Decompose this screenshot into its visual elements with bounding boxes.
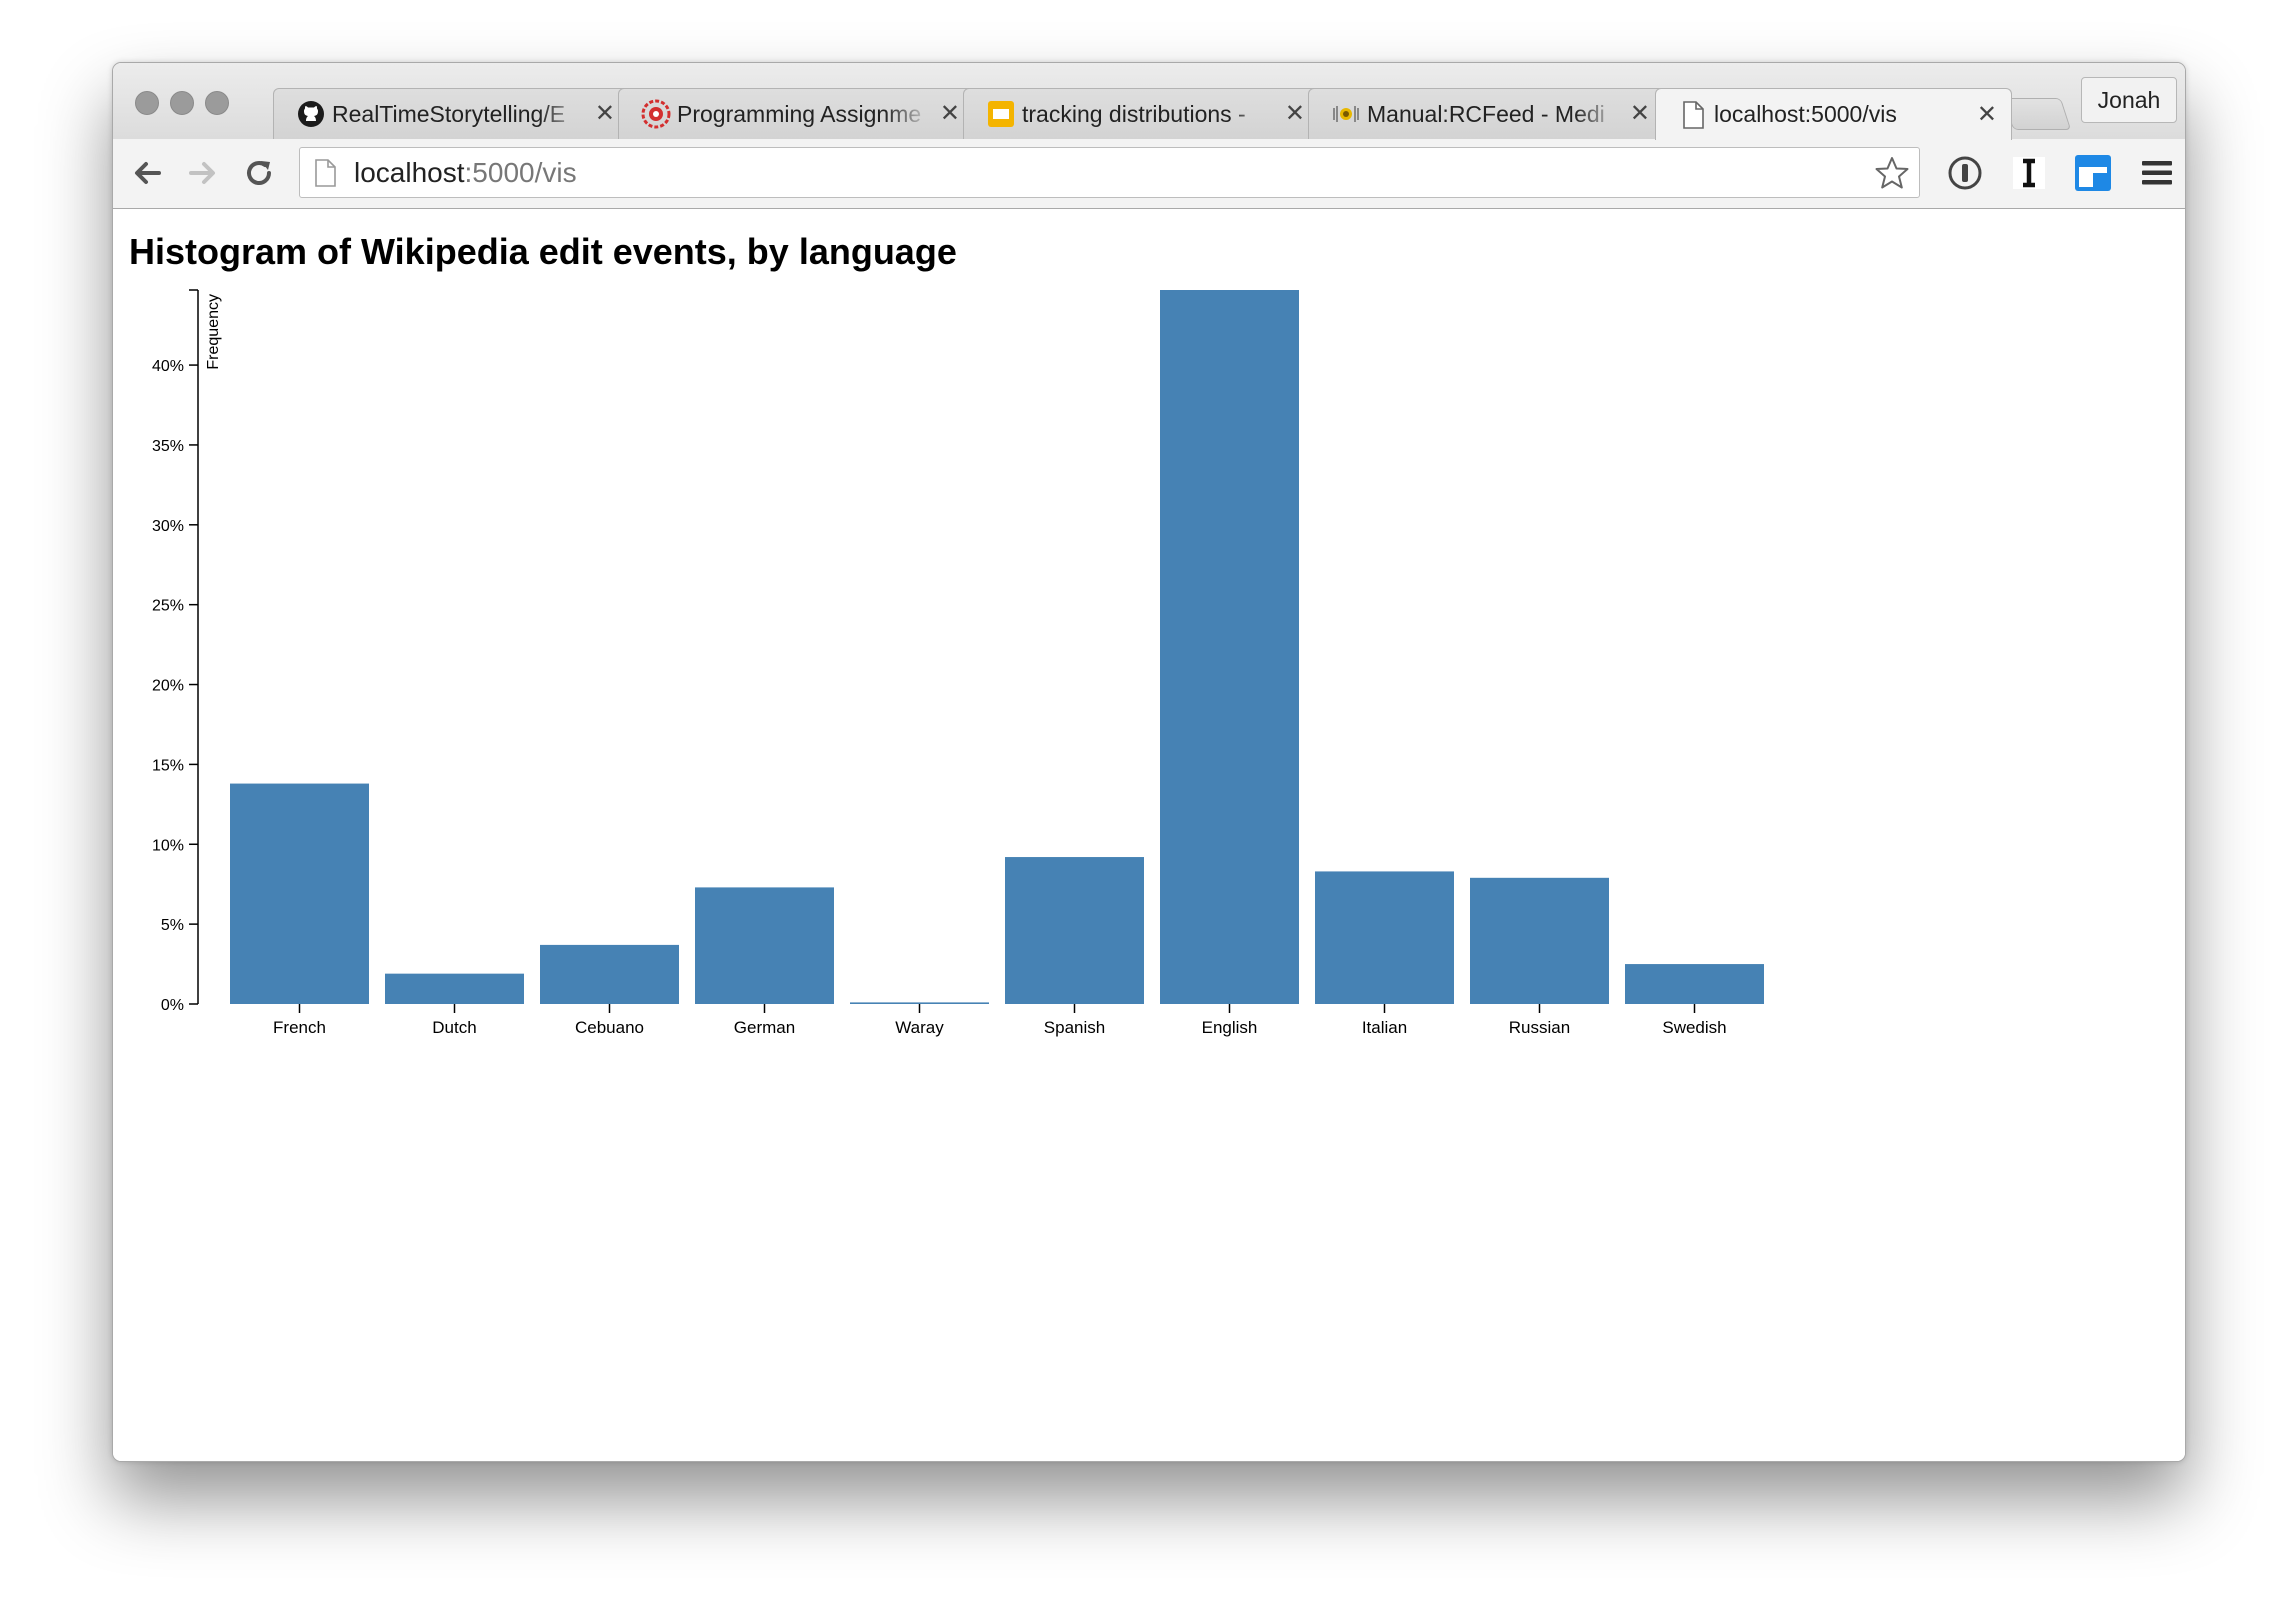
- x-tick-label: Cebuano: [575, 1018, 644, 1037]
- tab-strip: RealTimeStorytelling/E ✕ Programming Ass…: [113, 63, 2185, 140]
- x-tick-label: German: [734, 1018, 795, 1037]
- page-icon: [1678, 100, 1708, 130]
- window-extension-icon[interactable]: [2073, 153, 2113, 193]
- x-tick-label: Waray: [895, 1018, 944, 1037]
- close-window-button[interactable]: [135, 91, 159, 115]
- mediawiki-icon: [1331, 99, 1361, 129]
- y-axis-label: Frequency: [205, 294, 222, 370]
- x-tick-label: Dutch: [432, 1018, 476, 1037]
- bar: [1315, 871, 1454, 1004]
- x-tick-label: Spanish: [1044, 1018, 1105, 1037]
- tab-mediawiki-rcfeed[interactable]: Manual:RCFeed - Medi ✕: [1308, 88, 1665, 139]
- y-tick-label: 0%: [161, 997, 184, 1014]
- bar: [850, 1002, 989, 1004]
- x-tick-label: Russian: [1509, 1018, 1570, 1037]
- toolbar: localhost:5000/vis: [113, 139, 2185, 209]
- url-text: localhost:5000/vis: [354, 157, 577, 189]
- new-tab-button[interactable]: [2002, 98, 2072, 130]
- tab-title: Manual:RCFeed - Medi: [1367, 100, 1605, 127]
- back-button[interactable]: [127, 153, 167, 193]
- github-icon: [296, 99, 326, 129]
- tab-close-icon[interactable]: ✕: [939, 100, 960, 127]
- instapaper-icon[interactable]: [2009, 153, 2049, 193]
- password-manager-icon[interactable]: [1945, 153, 1985, 193]
- y-tick-label: 30%: [152, 518, 184, 535]
- reload-icon: [247, 161, 271, 185]
- x-tick-label: Swedish: [1662, 1018, 1726, 1037]
- bar: [1470, 877, 1609, 1004]
- y-tick-label: 5%: [161, 917, 184, 934]
- browser-window: RealTimeStorytelling/E ✕ Programming Ass…: [112, 62, 2186, 1462]
- tab-localhost-vis[interactable]: localhost:5000/vis ✕: [1655, 88, 2012, 140]
- x-tick-label: French: [273, 1018, 326, 1037]
- tab-github[interactable]: RealTimeStorytelling/E ✕: [273, 88, 630, 139]
- tab-title: tracking distributions -: [1022, 100, 1246, 127]
- y-tick-label: 35%: [152, 438, 184, 455]
- google-slides-icon: [986, 99, 1016, 129]
- page-title: Histogram of Wikipedia edit events, by l…: [129, 231, 957, 272]
- minimize-window-button[interactable]: [170, 91, 194, 115]
- tab-title: localhost:5000/vis: [1714, 101, 1897, 127]
- arrow-left-icon: [135, 162, 161, 184]
- page-icon: [314, 159, 336, 192]
- page-content: Histogram of Wikipedia edit events, by l…: [113, 209, 2185, 1461]
- bar: [1625, 964, 1764, 1004]
- x-tick-label: English: [1202, 1018, 1258, 1037]
- tab-close-icon[interactable]: ✕: [1976, 100, 1997, 128]
- cornell-seal-icon: [641, 99, 671, 129]
- x-tick-label: Italian: [1362, 1018, 1407, 1037]
- url-host: localhost: [354, 157, 465, 188]
- forward-button[interactable]: [183, 153, 223, 193]
- tab-close-icon[interactable]: ✕: [594, 100, 615, 127]
- y-tick-label: 15%: [152, 757, 184, 774]
- bookmark-star-icon[interactable]: [1875, 156, 1909, 195]
- tab-tracking-distributions[interactable]: tracking distributions - ✕: [963, 88, 1320, 139]
- bar: [230, 783, 369, 1004]
- y-tick-label: 40%: [152, 358, 184, 375]
- y-tick-label: 25%: [152, 598, 184, 615]
- profile-button[interactable]: Jonah: [2081, 77, 2177, 123]
- menu-icon[interactable]: [2137, 153, 2177, 193]
- bar: [695, 887, 834, 1004]
- url-path: :5000/vis: [464, 157, 577, 188]
- y-tick-label: 20%: [152, 678, 184, 695]
- y-tick-label: 10%: [152, 837, 184, 854]
- tab-close-icon[interactable]: ✕: [1629, 100, 1650, 127]
- bar: [540, 944, 679, 1004]
- zoom-window-button[interactable]: [205, 91, 229, 115]
- reload-button[interactable]: [239, 153, 279, 193]
- arrow-right-icon: [189, 162, 215, 184]
- bar: [1160, 290, 1299, 1004]
- tab-title: Programming Assignme: [677, 100, 922, 127]
- bar: [1005, 857, 1144, 1004]
- tab-title: RealTimeStorytelling/E: [332, 100, 566, 127]
- histogram-chart: 0% 5% 10% 15% 20% 25% 30% 35% 40% Frequency French…: [152, 289, 1764, 1037]
- bar: [385, 973, 524, 1004]
- tab-close-icon[interactable]: ✕: [1284, 100, 1305, 127]
- address-bar[interactable]: localhost:5000/vis: [299, 147, 1920, 198]
- tab-programming-assignment[interactable]: Programming Assignme ✕: [618, 88, 975, 139]
